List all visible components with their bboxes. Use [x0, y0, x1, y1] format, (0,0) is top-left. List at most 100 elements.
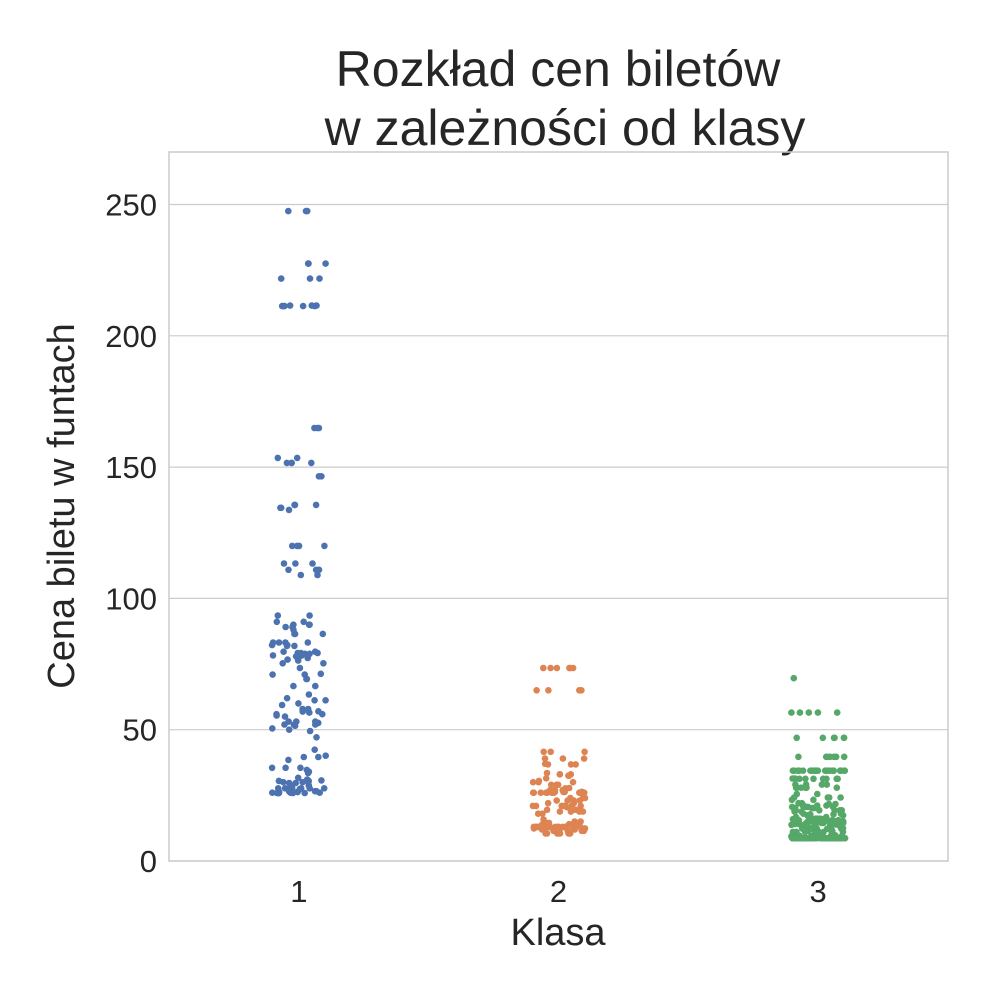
- data-point: [284, 656, 291, 663]
- data-point: [309, 560, 316, 567]
- data-point: [543, 806, 551, 814]
- data-point: [793, 784, 801, 791]
- data-point: [805, 834, 813, 842]
- x-tick-label: 1: [290, 874, 307, 909]
- data-point: [306, 785, 314, 792]
- data-point: [319, 630, 327, 638]
- data-point: [838, 834, 845, 842]
- x-tick-label: 3: [810, 874, 827, 909]
- chart-title-line-2: w zależności od klasy: [324, 100, 806, 156]
- chart-title-line-1: Rozkład cen biletów: [336, 41, 782, 97]
- data-point: [555, 830, 562, 837]
- data-point: [322, 260, 329, 267]
- data-point: [304, 654, 312, 662]
- data-point: [533, 687, 540, 694]
- data-point: [273, 618, 281, 626]
- data-point: [788, 709, 795, 716]
- data-point: [321, 542, 328, 550]
- data-point: [544, 789, 551, 796]
- y-axis-label: Cena biletu w funtach: [41, 323, 83, 688]
- data-point: [823, 802, 830, 809]
- data-point: [529, 778, 537, 786]
- data-point: [279, 660, 287, 667]
- data-point: [795, 753, 802, 761]
- data-point: [580, 755, 588, 762]
- data-point: [547, 664, 554, 672]
- data-point: [305, 691, 313, 698]
- data-point: [545, 687, 552, 694]
- data-point: [820, 834, 827, 842]
- data-point: [566, 830, 574, 837]
- data-point: [312, 501, 320, 509]
- data-point: [285, 207, 292, 215]
- data-point: [799, 767, 807, 774]
- data-point: [576, 687, 583, 694]
- y-axis-ticks: 0 50 100 150 200 250: [105, 188, 157, 879]
- data-point: [317, 670, 325, 678]
- data-point: [315, 753, 322, 761]
- data-point: [839, 812, 847, 819]
- plot-frame: [168, 151, 949, 862]
- data-point: [313, 734, 320, 741]
- data-point: [299, 302, 307, 310]
- data-point: [269, 671, 276, 678]
- data-point: [792, 775, 800, 783]
- data-point: [819, 734, 827, 742]
- data-point: [283, 642, 291, 650]
- data-point: [553, 664, 561, 672]
- data-point: [314, 424, 321, 432]
- x-axis-label: Klasa: [510, 912, 606, 954]
- data-point: [306, 727, 314, 735]
- data-point: [563, 803, 571, 811]
- data-point: [556, 771, 564, 778]
- data-point: [530, 825, 538, 832]
- x-axis-ticks: 1 2 3: [290, 874, 827, 909]
- data-point: [805, 709, 813, 716]
- data-point: [314, 571, 321, 579]
- y-tick-label: 0: [140, 844, 157, 879]
- data-point: [537, 789, 545, 796]
- data-point: [282, 764, 289, 772]
- data-point: [300, 753, 308, 761]
- data-point: [788, 821, 795, 829]
- data-point: [542, 775, 550, 782]
- data-point: [297, 764, 304, 772]
- chart-title: Rozkład cen biletów w zależności od klas…: [324, 41, 806, 156]
- data-point: [565, 772, 572, 779]
- data-point: [312, 682, 319, 690]
- data-point: [269, 652, 277, 659]
- data-points: [268, 207, 849, 842]
- data-point: [581, 748, 588, 756]
- data-point: [283, 694, 291, 702]
- data-point: [840, 767, 848, 774]
- data-point: [306, 709, 313, 716]
- data-point: [791, 808, 798, 815]
- data-point: [553, 781, 560, 789]
- data-point: [308, 459, 315, 467]
- data-point: [299, 778, 306, 786]
- data-point: [813, 819, 820, 827]
- data-point: [315, 473, 323, 480]
- data-point: [793, 734, 800, 742]
- data-point: [275, 789, 282, 797]
- data-point: [576, 797, 584, 804]
- data-point: [311, 746, 319, 753]
- data-point: [306, 275, 314, 282]
- data-point: [529, 802, 537, 810]
- data-point: [311, 302, 319, 310]
- data-point: [306, 621, 313, 628]
- data-point: [789, 834, 796, 842]
- data-point: [821, 767, 829, 774]
- data-point: [535, 778, 542, 786]
- gridlines: [169, 203, 948, 862]
- data-point: [301, 789, 309, 797]
- data-point: [830, 753, 838, 761]
- data-point: [529, 789, 537, 796]
- data-point: [281, 713, 289, 720]
- data-point: [282, 623, 289, 631]
- data-point: [814, 709, 822, 716]
- data-point: [274, 454, 282, 462]
- data-point: [534, 810, 542, 817]
- data-point: [275, 639, 283, 646]
- data-point: [320, 660, 327, 667]
